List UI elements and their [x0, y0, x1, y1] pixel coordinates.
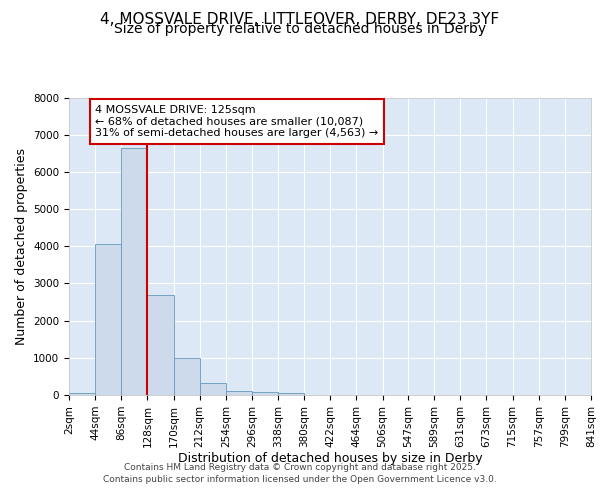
- Text: Contains HM Land Registry data © Crown copyright and database right 2025.: Contains HM Land Registry data © Crown c…: [124, 464, 476, 472]
- Text: Contains public sector information licensed under the Open Government Licence v3: Contains public sector information licen…: [103, 474, 497, 484]
- Bar: [200, 382, 226, 395]
- Text: 4, MOSSVALE DRIVE, LITTLEOVER, DERBY, DE23 3YF: 4, MOSSVALE DRIVE, LITTLEOVER, DERBY, DE…: [100, 12, 500, 28]
- X-axis label: Distribution of detached houses by size in Derby: Distribution of detached houses by size …: [178, 452, 482, 466]
- Bar: [226, 390, 252, 395]
- Bar: [148, 294, 173, 395]
- Bar: [278, 393, 304, 395]
- Bar: [252, 392, 278, 395]
- Bar: [95, 244, 121, 395]
- Bar: [69, 393, 95, 395]
- Y-axis label: Number of detached properties: Number of detached properties: [14, 148, 28, 345]
- Text: Size of property relative to detached houses in Derby: Size of property relative to detached ho…: [114, 22, 486, 36]
- Bar: [173, 358, 200, 395]
- Bar: [121, 148, 148, 395]
- Text: 4 MOSSVALE DRIVE: 125sqm
← 68% of detached houses are smaller (10,087)
31% of se: 4 MOSSVALE DRIVE: 125sqm ← 68% of detach…: [95, 105, 379, 138]
